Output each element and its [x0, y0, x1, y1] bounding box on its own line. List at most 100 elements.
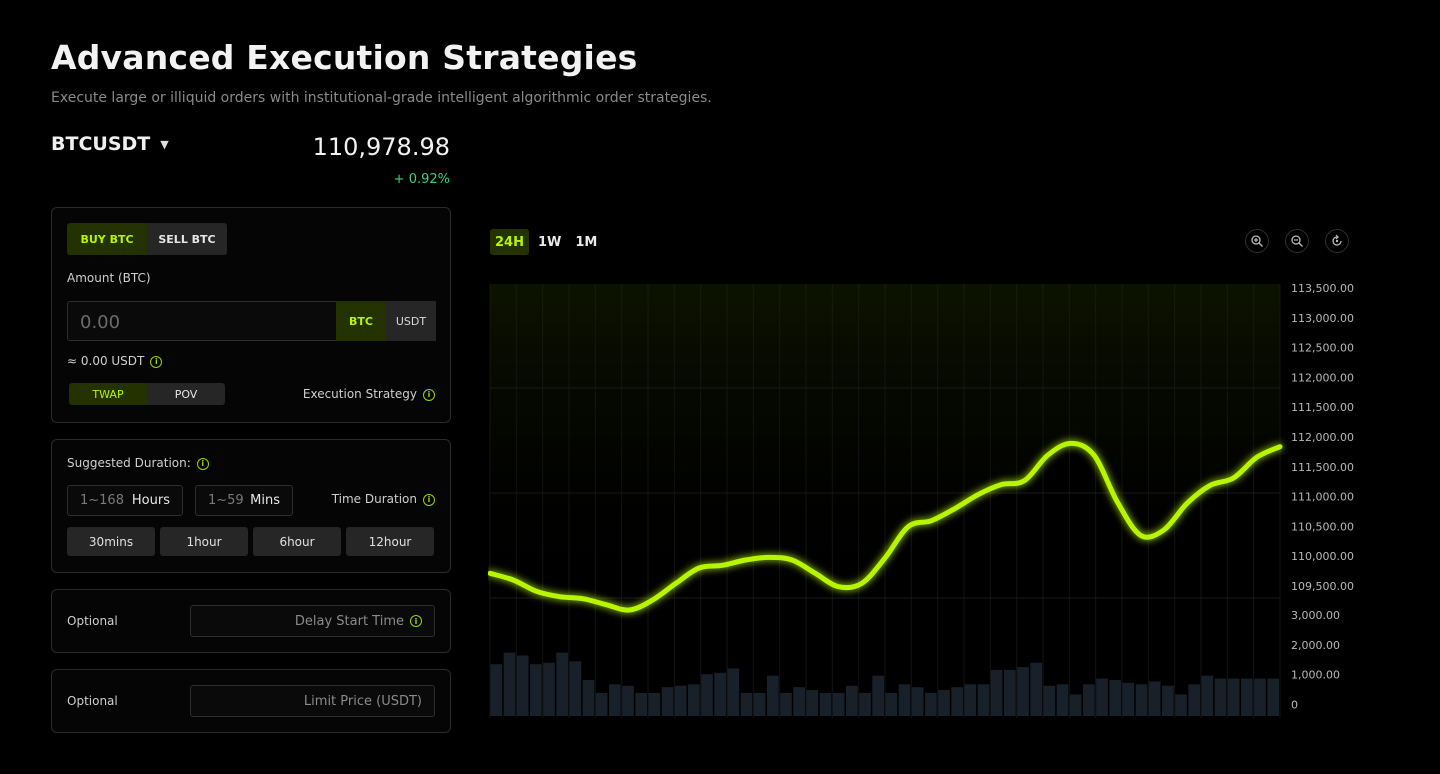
reset-icon[interactable] [1325, 229, 1349, 253]
volume-bar [1201, 675, 1214, 716]
area-fill [490, 284, 1280, 611]
delay-optional-label: Optional [67, 614, 118, 628]
volume-bar [503, 652, 516, 716]
approx-text: ≈ 0.00 USDT [67, 354, 145, 368]
price-axis-label: 109,500.00 [1291, 580, 1354, 593]
pair-label: BTCUSDT [51, 133, 151, 155]
limit-price-input[interactable]: Limit Price (USDT) [190, 685, 435, 717]
price-axis-label: 111,500.00 [1291, 461, 1354, 474]
volume-bar [1148, 681, 1161, 716]
time-duration-text: Time Duration [331, 492, 417, 506]
volume-bar [911, 687, 924, 716]
pair-selector[interactable]: BTCUSDT ▼ [51, 133, 169, 155]
unit-usdt-button[interactable]: USDT [386, 301, 436, 341]
price-axis-label: 113,000.00 [1291, 312, 1354, 325]
info-icon[interactable]: i [423, 388, 435, 401]
volume-bar [635, 692, 647, 716]
volume-bar [701, 674, 713, 716]
volume-bar [1188, 684, 1200, 716]
volume-axis-label: 1,000.00 [1291, 669, 1340, 682]
volume-bar [490, 664, 503, 716]
mins-unit: Mins [250, 493, 280, 508]
zoom-out-icon[interactable] [1285, 229, 1309, 253]
volume-bar [582, 680, 595, 716]
limit-card: Optional Limit Price (USDT) [51, 669, 451, 733]
volume-bar [1267, 678, 1279, 716]
volume-bar [556, 652, 568, 716]
preset-30mins-button[interactable]: 30mins [67, 527, 155, 556]
unit-btc-button[interactable]: BTC [336, 301, 386, 341]
volume-bar [990, 669, 1003, 716]
volume-bar [648, 692, 661, 716]
amount-label: Amount (BTC) [67, 271, 151, 285]
range-tabs: 24H 1W 1M [490, 229, 602, 255]
zoom-in-icon[interactable] [1245, 229, 1269, 253]
limit-placeholder: Limit Price (USDT) [303, 693, 422, 709]
volume-bar [1162, 685, 1174, 716]
volume-bar [1227, 678, 1240, 716]
volume-bar [977, 684, 990, 716]
volume-bar [767, 675, 779, 716]
volume-bar [819, 692, 832, 716]
pov-button[interactable]: POV [147, 383, 225, 405]
volume-bar [1241, 678, 1253, 716]
volume-axis-label: 0 [1291, 698, 1298, 711]
hours-unit: Hours [131, 493, 170, 508]
volume-bar [898, 684, 911, 716]
info-icon[interactable]: i [196, 457, 209, 470]
range-1w-tab[interactable]: 1W [537, 234, 562, 250]
info-icon[interactable]: i [423, 493, 435, 506]
chart-tools [1245, 229, 1349, 253]
info-icon[interactable]: i [410, 615, 422, 627]
price-axis-label: 111,500.00 [1291, 401, 1354, 414]
volume-bar [964, 684, 977, 716]
delay-card: Optional Delay Start Time i [51, 589, 451, 653]
volume-bar [925, 692, 937, 716]
volume-bar [661, 687, 674, 716]
limit-optional-label: Optional [67, 694, 118, 708]
page-subtitle: Execute large or illiquid orders with in… [51, 90, 712, 106]
duration-presets: 30mins 1hour 6hour 12hour [67, 527, 434, 556]
volume-bar [859, 692, 871, 716]
volume-bar [1083, 684, 1095, 716]
hours-input[interactable]: 1~168 Hours [67, 485, 183, 516]
strategy-label: Execution Strategy i [303, 387, 435, 401]
sell-button[interactable]: SELL BTC [147, 223, 227, 255]
strategy-toggle: TWAP POV [69, 383, 225, 405]
preset-1hour-button[interactable]: 1hour [160, 527, 248, 556]
volume-bar [885, 692, 898, 716]
volume-bar [1017, 667, 1029, 716]
volume-bar [951, 687, 963, 716]
volume-bar [674, 685, 687, 716]
volume-bar [1096, 678, 1108, 716]
twap-button[interactable]: TWAP [69, 383, 147, 405]
amount-input[interactable]: 0.00 BTC USDT [67, 301, 436, 341]
preset-12hour-button[interactable]: 12hour [346, 527, 434, 556]
volume-bar [595, 692, 608, 716]
caret-down-icon: ▼ [160, 137, 169, 151]
duration-label-text: Suggested Duration: [67, 456, 191, 470]
volume-bar [688, 684, 700, 716]
volume-bar [1056, 684, 1069, 716]
volume-axis-label: 3,000.00 [1291, 609, 1340, 622]
volume-bar [622, 685, 634, 716]
price-chart[interactable]: 113,500.00 113,000.00 112,500.00 112,000.00… [488, 278, 1368, 720]
volume-bar [1214, 678, 1227, 716]
amount-placeholder: 0.00 [80, 312, 121, 333]
volume-bar [1135, 684, 1148, 716]
duration-label: Suggested Duration: i [67, 456, 209, 470]
range-1m-tab[interactable]: 1M [575, 234, 598, 250]
mins-input[interactable]: 1~59 Mins [195, 485, 293, 516]
preset-6hour-button[interactable]: 6hour [253, 527, 341, 556]
page-title: Advanced Execution Strategies [51, 38, 638, 77]
range-24h-tab[interactable]: 24H [490, 229, 529, 255]
duration-card: Suggested Duration: i 1~168 Hours 1~59 Mi… [51, 439, 451, 573]
volume-bar [609, 684, 621, 716]
volume-bar [780, 692, 792, 716]
info-icon[interactable]: i [150, 355, 163, 368]
volume-bar [727, 668, 740, 716]
delay-start-input[interactable]: Delay Start Time i [190, 605, 435, 637]
buy-button[interactable]: BUY BTC [67, 223, 147, 255]
delay-placeholder: Delay Start Time [294, 613, 404, 629]
volume-bar [793, 687, 805, 716]
